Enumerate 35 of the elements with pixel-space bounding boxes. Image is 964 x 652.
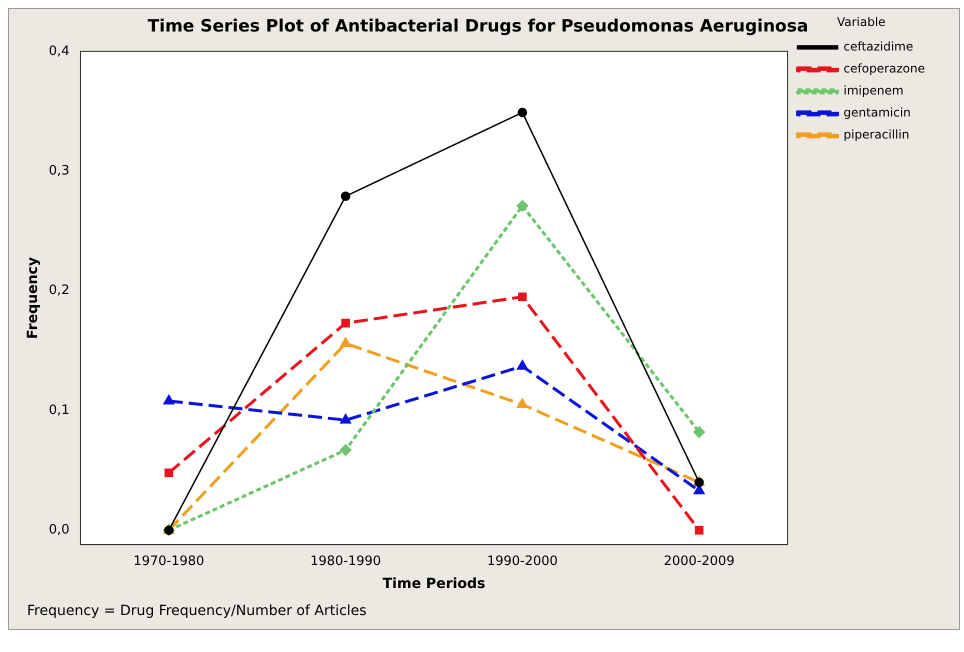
point: [694, 478, 704, 488]
point: [694, 526, 704, 535]
point: [340, 414, 351, 424]
y-tick-label: 0,1: [48, 402, 70, 418]
legend-label: piperacillin: [844, 128, 910, 142]
legend-label: ceftazidime: [844, 40, 914, 54]
x-axis-title: Time Periods: [382, 576, 486, 592]
y-tick-label: 0,3: [48, 163, 70, 178]
legend-label: imipenem: [844, 84, 904, 98]
y-axis-title: Frequency: [25, 257, 42, 339]
point: [694, 485, 704, 494]
legend-title: Variable: [836, 15, 886, 30]
legend-label: gentamicin: [844, 106, 911, 120]
point: [164, 468, 174, 478]
x-tick-label: 1980-1990: [310, 554, 382, 569]
point: [516, 200, 528, 212]
point: [340, 338, 351, 347]
y-tick-label: 0,0: [48, 522, 70, 538]
point: [517, 399, 528, 408]
point: [518, 108, 528, 118]
x-tick-label: 1990-2000: [486, 554, 558, 569]
point: [518, 292, 527, 302]
point: [340, 192, 350, 201]
chart-title: Time Series Plot of Antibacterial Drugs for Pseudomonas Aeruginosa: [148, 16, 808, 37]
y-tick-label: 0,2: [48, 283, 70, 298]
point: [694, 426, 705, 438]
x-tick-label: 2000-2009: [664, 554, 735, 569]
point: [340, 444, 352, 456]
point: [517, 360, 528, 370]
point: [164, 395, 174, 404]
legend-label: cefoperazone: [844, 62, 926, 76]
y-tick-label: 0,4: [48, 44, 70, 59]
text: Frequency = Drug Frequency/Number of Articles: [26, 602, 368, 621]
point: [341, 318, 350, 328]
x-tick-label: 1970-1980: [133, 554, 204, 569]
